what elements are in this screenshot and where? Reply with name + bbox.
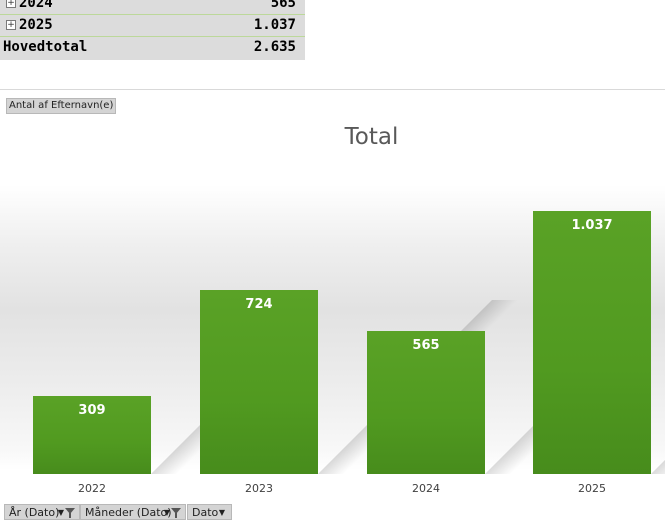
data-label-2022: 309 <box>78 403 106 418</box>
date-filter-label: Dato <box>192 506 219 519</box>
x-tick-2022: 2022 <box>78 482 106 495</box>
months-filter-label: Måneder (Dato) <box>85 506 172 519</box>
months-filter-button[interactable]: Måneder (Dato) ▼ <box>80 504 186 520</box>
filter-icon-stem <box>175 513 177 518</box>
bar-2023[interactable] <box>200 290 318 474</box>
x-tick-2025: 2025 <box>578 482 606 495</box>
pivot-table: + 2024 565 + 2025 1.037 Hovedtotal 2.635 <box>0 0 305 60</box>
row-value: 565 <box>270 0 296 11</box>
row-label: 2025 <box>19 17 53 33</box>
dropdown-arrow-icon: ▼ <box>218 508 225 517</box>
sheet-divider <box>0 89 665 90</box>
date-filter-button[interactable]: Dato ▼ <box>187 504 232 520</box>
x-tick-2023: 2023 <box>245 482 273 495</box>
bar-2022[interactable] <box>33 396 151 474</box>
bar-2024[interactable] <box>367 331 485 474</box>
row-value: 1.037 <box>253 17 296 33</box>
data-label-2025: 1.037 <box>571 218 613 233</box>
pivot-grand-total-row: Hovedtotal 2.635 <box>0 37 305 58</box>
chart-title: Total <box>344 124 399 150</box>
bar-2025[interactable] <box>533 211 651 474</box>
year-filter-button[interactable]: År (Dato) ▼ <box>4 504 80 520</box>
x-tick-2024: 2024 <box>412 482 440 495</box>
grand-total-label: Hovedtotal <box>3 39 88 55</box>
data-label-2024: 565 <box>412 338 440 353</box>
filter-icon <box>171 508 181 514</box>
data-label-2023: 724 <box>245 297 273 312</box>
dropdown-arrow-icon: ▼ <box>57 508 64 517</box>
dropdown-arrow-icon: ▼ <box>163 508 170 517</box>
grand-total-value: 2.635 <box>253 39 296 55</box>
filter-icon-stem <box>69 513 71 518</box>
value-field-button[interactable]: Antal af Efternavn(e) <box>6 98 117 114</box>
year-filter-label: År (Dato) <box>9 506 60 519</box>
pivot-row-2024: + 2024 565 <box>0 0 305 15</box>
pivot-row-2025: + 2025 1.037 <box>0 15 305 37</box>
expand-icon[interactable]: + <box>6 20 16 30</box>
expand-icon[interactable]: + <box>6 0 16 8</box>
filter-icon <box>65 508 75 514</box>
row-label: 2024 <box>19 0 53 11</box>
